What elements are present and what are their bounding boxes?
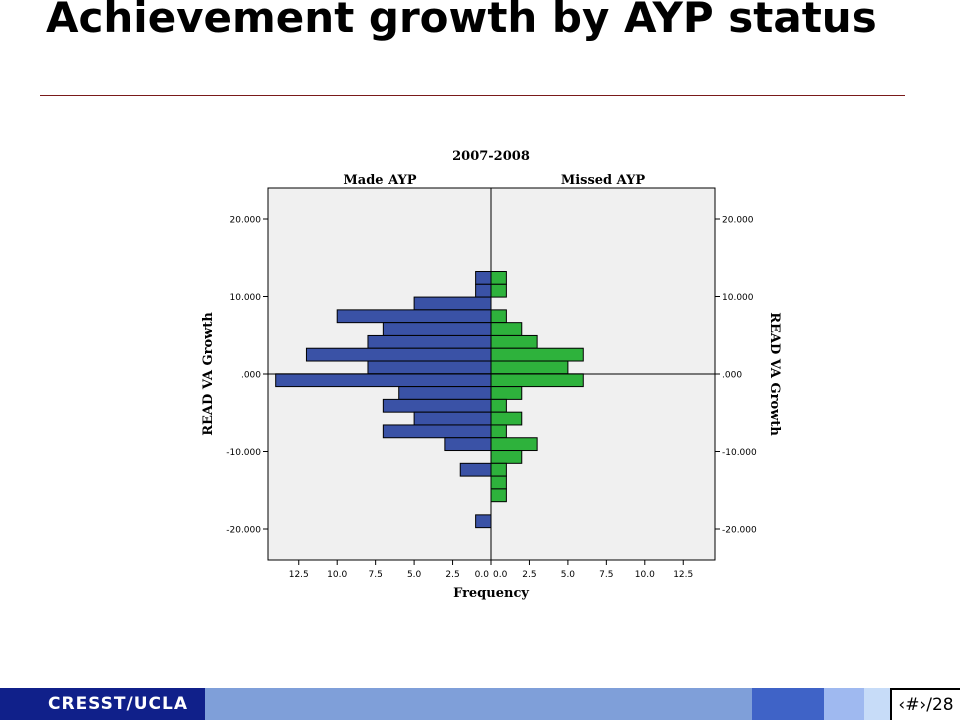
y-axis-label-right: READ VA Growth [767, 312, 782, 436]
y-tick-label-right: 10.000 [722, 293, 754, 303]
y-tick-label-left: -20.000 [226, 526, 261, 536]
x-tick-label-left: 7.5 [368, 570, 382, 580]
bar-missed-ayp [490, 386, 523, 400]
x-tick-label-left: 10.0 [327, 570, 347, 580]
bar-missed-ayp [490, 334, 538, 349]
slide-title: Achievement growth by AYP status [46, 0, 877, 42]
bar-missed-ayp [490, 450, 523, 464]
bar-made-ayp [382, 322, 492, 336]
bar-made-ayp [459, 462, 492, 477]
y-tick-label-left: .000 [241, 371, 261, 381]
chart-title: 2007-2008 [452, 149, 530, 164]
x-axis-label: Frequency [453, 586, 529, 601]
bar-made-ayp [475, 514, 492, 529]
bar-missed-ayp [490, 373, 584, 388]
x-tick-label-right: 2.5 [522, 570, 536, 580]
footer-mid-segment [205, 688, 752, 720]
x-tick-label-right: 5.0 [561, 570, 576, 580]
x-tick-label-left: 12.5 [289, 570, 309, 580]
bar-made-ayp [305, 347, 492, 362]
bar-missed-ayp [490, 309, 507, 324]
bar-made-ayp [475, 283, 492, 298]
bar-missed-ayp [490, 475, 507, 490]
bar-missed-ayp [490, 360, 569, 375]
bar-made-ayp [444, 437, 492, 452]
bar-made-ayp [367, 360, 492, 375]
y-axis-label-left: READ VA Growth [201, 312, 216, 436]
bar-made-ayp [413, 296, 492, 311]
y-tick-label-right: .000 [722, 371, 742, 381]
bar-missed-ayp [490, 462, 507, 477]
x-tick-label-right: 12.5 [673, 570, 693, 580]
bar-made-ayp [382, 398, 492, 413]
bar-missed-ayp [490, 411, 523, 426]
y-tick-label-left: 20.000 [230, 216, 262, 226]
bar-made-ayp [413, 411, 492, 426]
bar-missed-ayp [490, 424, 507, 439]
footer-blue-segment [752, 688, 824, 720]
x-tick-label-left: 0.0 [475, 570, 490, 580]
footer-light-segment [824, 688, 864, 720]
panel-label-missed-ayp: Missed AYP [561, 173, 646, 188]
y-tick-label-left: -10.000 [226, 448, 261, 458]
bar-missed-ayp [490, 437, 538, 452]
bar-missed-ayp [490, 322, 523, 336]
page-number: ‹#›/28 [890, 688, 960, 720]
x-tick-label-left: 5.0 [407, 570, 422, 580]
bar-missed-ayp [490, 283, 507, 298]
bar-made-ayp [336, 309, 492, 324]
x-tick-label-right: 7.5 [599, 570, 613, 580]
bar-made-ayp [475, 271, 492, 285]
title-divider [40, 95, 905, 96]
bar-missed-ayp [490, 488, 507, 503]
footer-pale-segment [864, 688, 890, 720]
bar-made-ayp [367, 334, 492, 349]
y-tick-label-right: -20.000 [722, 526, 757, 536]
bar-made-ayp [398, 386, 492, 400]
y-tick-label-right: -10.000 [722, 448, 757, 458]
pyramid-histogram-chart: 2007-2008 Made AYP Missed AYP Frequency READ… [201, 149, 782, 601]
bar-made-ayp [275, 373, 492, 388]
footer-dark-segment [0, 688, 205, 720]
x-tick-label-right: 10.0 [635, 570, 655, 580]
x-tick-label-right: 0.0 [493, 570, 508, 580]
x-tick-label-left: 2.5 [445, 570, 459, 580]
footer-bar: CRESST/UCLA ‹#›/28 [0, 688, 960, 720]
panel-label-made-ayp: Made AYP [343, 173, 416, 188]
bar-made-ayp [382, 424, 492, 439]
bar-missed-ayp [490, 398, 507, 413]
bar-missed-ayp [490, 271, 507, 285]
bar-missed-ayp [490, 347, 584, 362]
y-tick-label-right: 20.000 [722, 216, 754, 226]
y-tick-label-left: 10.000 [230, 293, 262, 303]
footer-label: CRESST/UCLA [48, 694, 188, 714]
